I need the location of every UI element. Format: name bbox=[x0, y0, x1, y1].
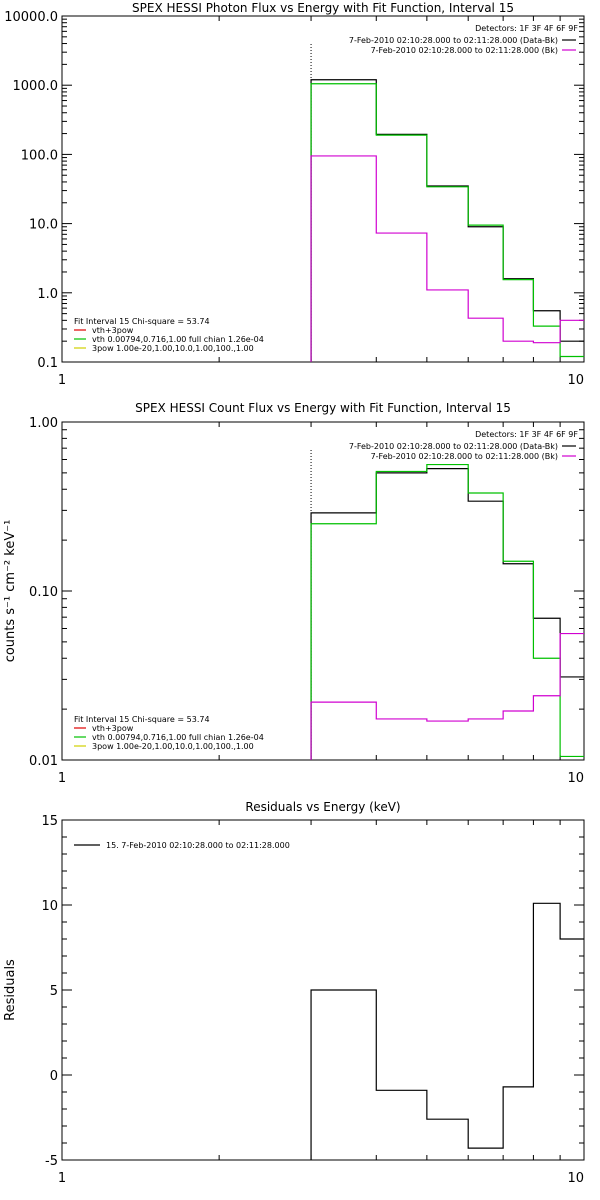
detectors-label: Detectors: 1F 3F 4F 6F 9F bbox=[475, 24, 578, 33]
series-fit bbox=[310, 83, 584, 362]
series-15 bbox=[310, 902, 584, 1160]
legend-left-entry: Fit Interval 15 Chi-square = 53.74 bbox=[74, 317, 210, 326]
y-tick-label: -5 bbox=[45, 1154, 58, 1169]
legend-right-entry: 7-Feb-2010 02:10:28.000 to 02:11:28.000 … bbox=[349, 442, 558, 451]
x-tick-label: 1 bbox=[58, 1171, 66, 1186]
series-fit bbox=[310, 463, 584, 760]
x-tick-label: 10 bbox=[567, 373, 584, 388]
legend-left-entry: vth 0.00794,0.716,1.00 full chian 1.26e-… bbox=[92, 335, 264, 344]
series-data-bk bbox=[310, 467, 584, 760]
x-tick-label: 1 bbox=[58, 771, 66, 786]
detectors-label: Detectors: 1F 3F 4F 6F 9F bbox=[475, 430, 578, 439]
chart-title: SPEX HESSI Count Flux vs Energy with Fit… bbox=[135, 401, 511, 415]
y-tick-label: 10000.0 bbox=[4, 10, 58, 25]
x-tick-label: 10 bbox=[567, 771, 584, 786]
chart-title: Residuals vs Energy (keV) bbox=[245, 800, 400, 814]
plot-frame bbox=[61, 421, 585, 761]
y-tick-label: 100.0 bbox=[21, 148, 58, 163]
y-tick-label: 1.00 bbox=[29, 416, 58, 431]
legend-right-entry: 7-Feb-2010 02:10:28.000 to 02:11:28.000 … bbox=[371, 46, 558, 55]
legend-left-entry: vth 0.00794,0.716,1.00 full chian 1.26e-… bbox=[92, 733, 264, 742]
y-tick-label: 0.1 bbox=[37, 356, 58, 371]
y-tick-label: 1000.0 bbox=[13, 79, 59, 94]
x-tick-label: 10 bbox=[567, 1171, 584, 1186]
y-tick-label: 15 bbox=[41, 814, 58, 829]
chart-panel-2: SPEX HESSI Count Flux vs Energy with Fit… bbox=[3, 401, 585, 786]
legend-left-entry: 3pow 1.00e-20,1.00,10.0,1.00,100.,1.00 bbox=[92, 344, 254, 353]
legend-right-entry: 7-Feb-2010 02:10:28.000 to 02:11:28.000 … bbox=[349, 36, 558, 45]
legend-left-entry: vth+3pow bbox=[92, 724, 134, 733]
y-axis-label: Residuals bbox=[3, 959, 18, 1021]
series-data-bk bbox=[310, 79, 584, 362]
chart-title: SPEX HESSI Photon Flux vs Energy with Fi… bbox=[132, 1, 514, 15]
y-tick-label: 1.0 bbox=[37, 287, 58, 302]
legend-right-entry: 7-Feb-2010 02:10:28.000 to 02:11:28.000 … bbox=[371, 452, 558, 461]
series-bk bbox=[310, 632, 584, 760]
chart-panel-1: SPEX HESSI Photon Flux vs Energy with Fi… bbox=[4, 1, 585, 388]
legend-left-entry: Fit Interval 15 Chi-square = 53.74 bbox=[74, 715, 210, 724]
y-tick-label: 0.01 bbox=[29, 754, 58, 769]
legend-left-entry: vth+3pow bbox=[92, 326, 134, 335]
chart-panel-3: Residuals vs Energy (keV) 1 10 15 10 5 0 -5 Resi… bbox=[3, 800, 585, 1186]
legend-left-entry: 15. 7-Feb-2010 02:10:28.000 to 02:11:28.… bbox=[106, 841, 290, 850]
series-bk bbox=[310, 155, 584, 362]
plot-frame bbox=[61, 15, 585, 363]
legend-left-entry: 3pow 1.00e-20,1.00,10.0,1.00,100.,1.00 bbox=[92, 742, 254, 751]
y-tick-label: 5 bbox=[50, 984, 58, 999]
y-tick-label: 0 bbox=[50, 1069, 58, 1084]
y-tick-label: 10.0 bbox=[29, 218, 58, 233]
y-tick-label: 0.10 bbox=[29, 585, 58, 600]
y-tick-label: 10 bbox=[41, 899, 58, 914]
y-axis-label: counts s⁻¹ cm⁻² keV⁻¹ bbox=[3, 520, 18, 663]
x-tick-label: 1 bbox=[58, 373, 66, 388]
